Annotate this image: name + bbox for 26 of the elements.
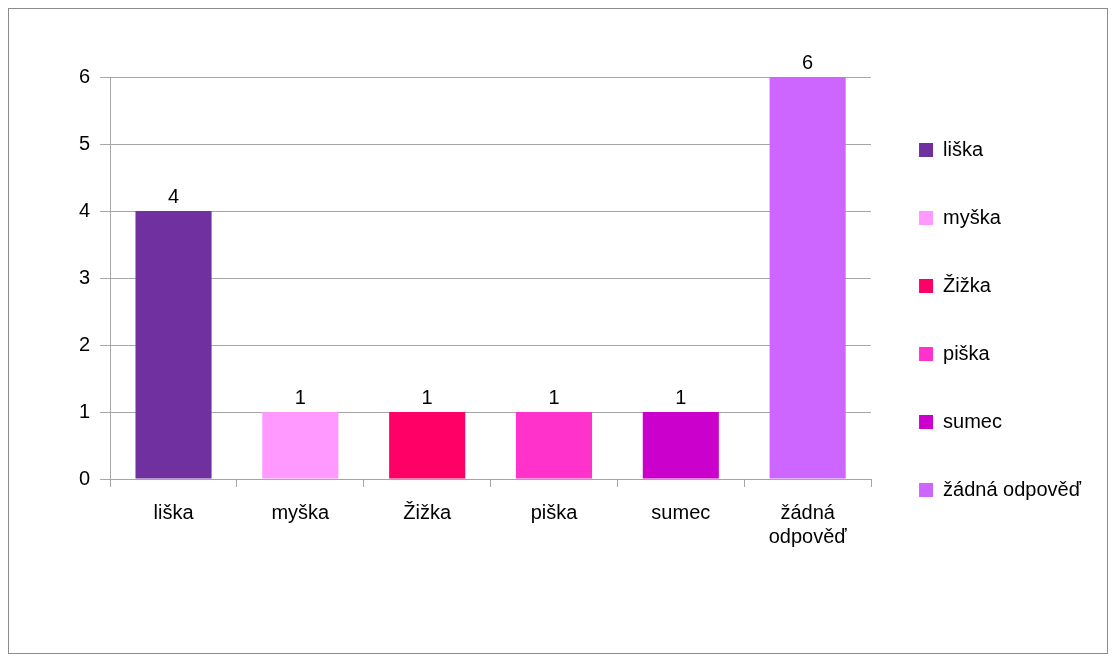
x-tick-label: žádná odpověď: [768, 500, 848, 547]
data-label: 1: [548, 385, 560, 408]
chart-frame: liška myška Žižka piška sumec žádná odpověď liška myška Žižka piška sumec žádná odpověď 0 1 2 3 4 5 6 4 1 1 1 1 6: [8, 8, 1108, 654]
x-tick-label: sumec: [651, 500, 711, 523]
legend-label: piška: [943, 341, 991, 364]
y-tick-label: 0: [79, 466, 91, 489]
legend-label: myška: [943, 205, 1002, 228]
data-label: 1: [675, 385, 687, 408]
legend-label: sumec: [943, 409, 1002, 432]
x-tick-label: piška: [530, 500, 579, 523]
y-tick-label: 1: [79, 399, 91, 422]
data-label: 1: [421, 385, 433, 408]
y-tick-label: 5: [79, 131, 91, 154]
legend-label: liška: [943, 137, 984, 160]
x-tick-label: Žižka: [403, 500, 452, 523]
data-label: 1: [294, 385, 306, 408]
x-tick-label: liška: [153, 500, 195, 523]
data-label: 4: [167, 184, 180, 207]
legend-label: žádná odpověď: [943, 477, 1082, 500]
y-tick-label: 2: [79, 332, 91, 355]
y-tick-label: 4: [79, 198, 91, 221]
x-tick-label: myška: [271, 500, 331, 523]
y-tick-label: 3: [79, 265, 91, 288]
legend-label: Žižka: [943, 273, 992, 296]
y-tick-label: 6: [79, 64, 91, 87]
data-label: 6: [802, 50, 814, 73]
